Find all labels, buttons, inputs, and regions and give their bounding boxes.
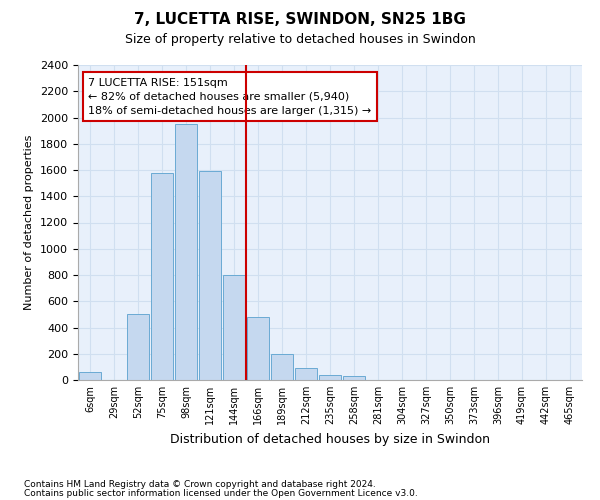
Bar [223,275,245,380]
Bar [151,172,173,380]
Bar [127,314,149,380]
Bar [295,368,317,380]
Bar [247,317,269,380]
Text: 7 LUCETTA RISE: 151sqm
← 82% of detached houses are smaller (5,940)
18% of semi-: 7 LUCETTA RISE: 151sqm ← 82% of detached… [88,78,371,116]
X-axis label: Distribution of detached houses by size in Swindon: Distribution of detached houses by size … [170,432,490,446]
Bar [79,372,101,380]
Bar [319,376,341,380]
Y-axis label: Number of detached properties: Number of detached properties [25,135,34,310]
Text: Contains public sector information licensed under the Open Government Licence v3: Contains public sector information licen… [24,490,418,498]
Bar [343,376,365,380]
Text: Size of property relative to detached houses in Swindon: Size of property relative to detached ho… [125,32,475,46]
Bar [175,124,197,380]
Bar [199,172,221,380]
Text: Contains HM Land Registry data © Crown copyright and database right 2024.: Contains HM Land Registry data © Crown c… [24,480,376,489]
Text: 7, LUCETTA RISE, SWINDON, SN25 1BG: 7, LUCETTA RISE, SWINDON, SN25 1BG [134,12,466,28]
Bar [271,354,293,380]
